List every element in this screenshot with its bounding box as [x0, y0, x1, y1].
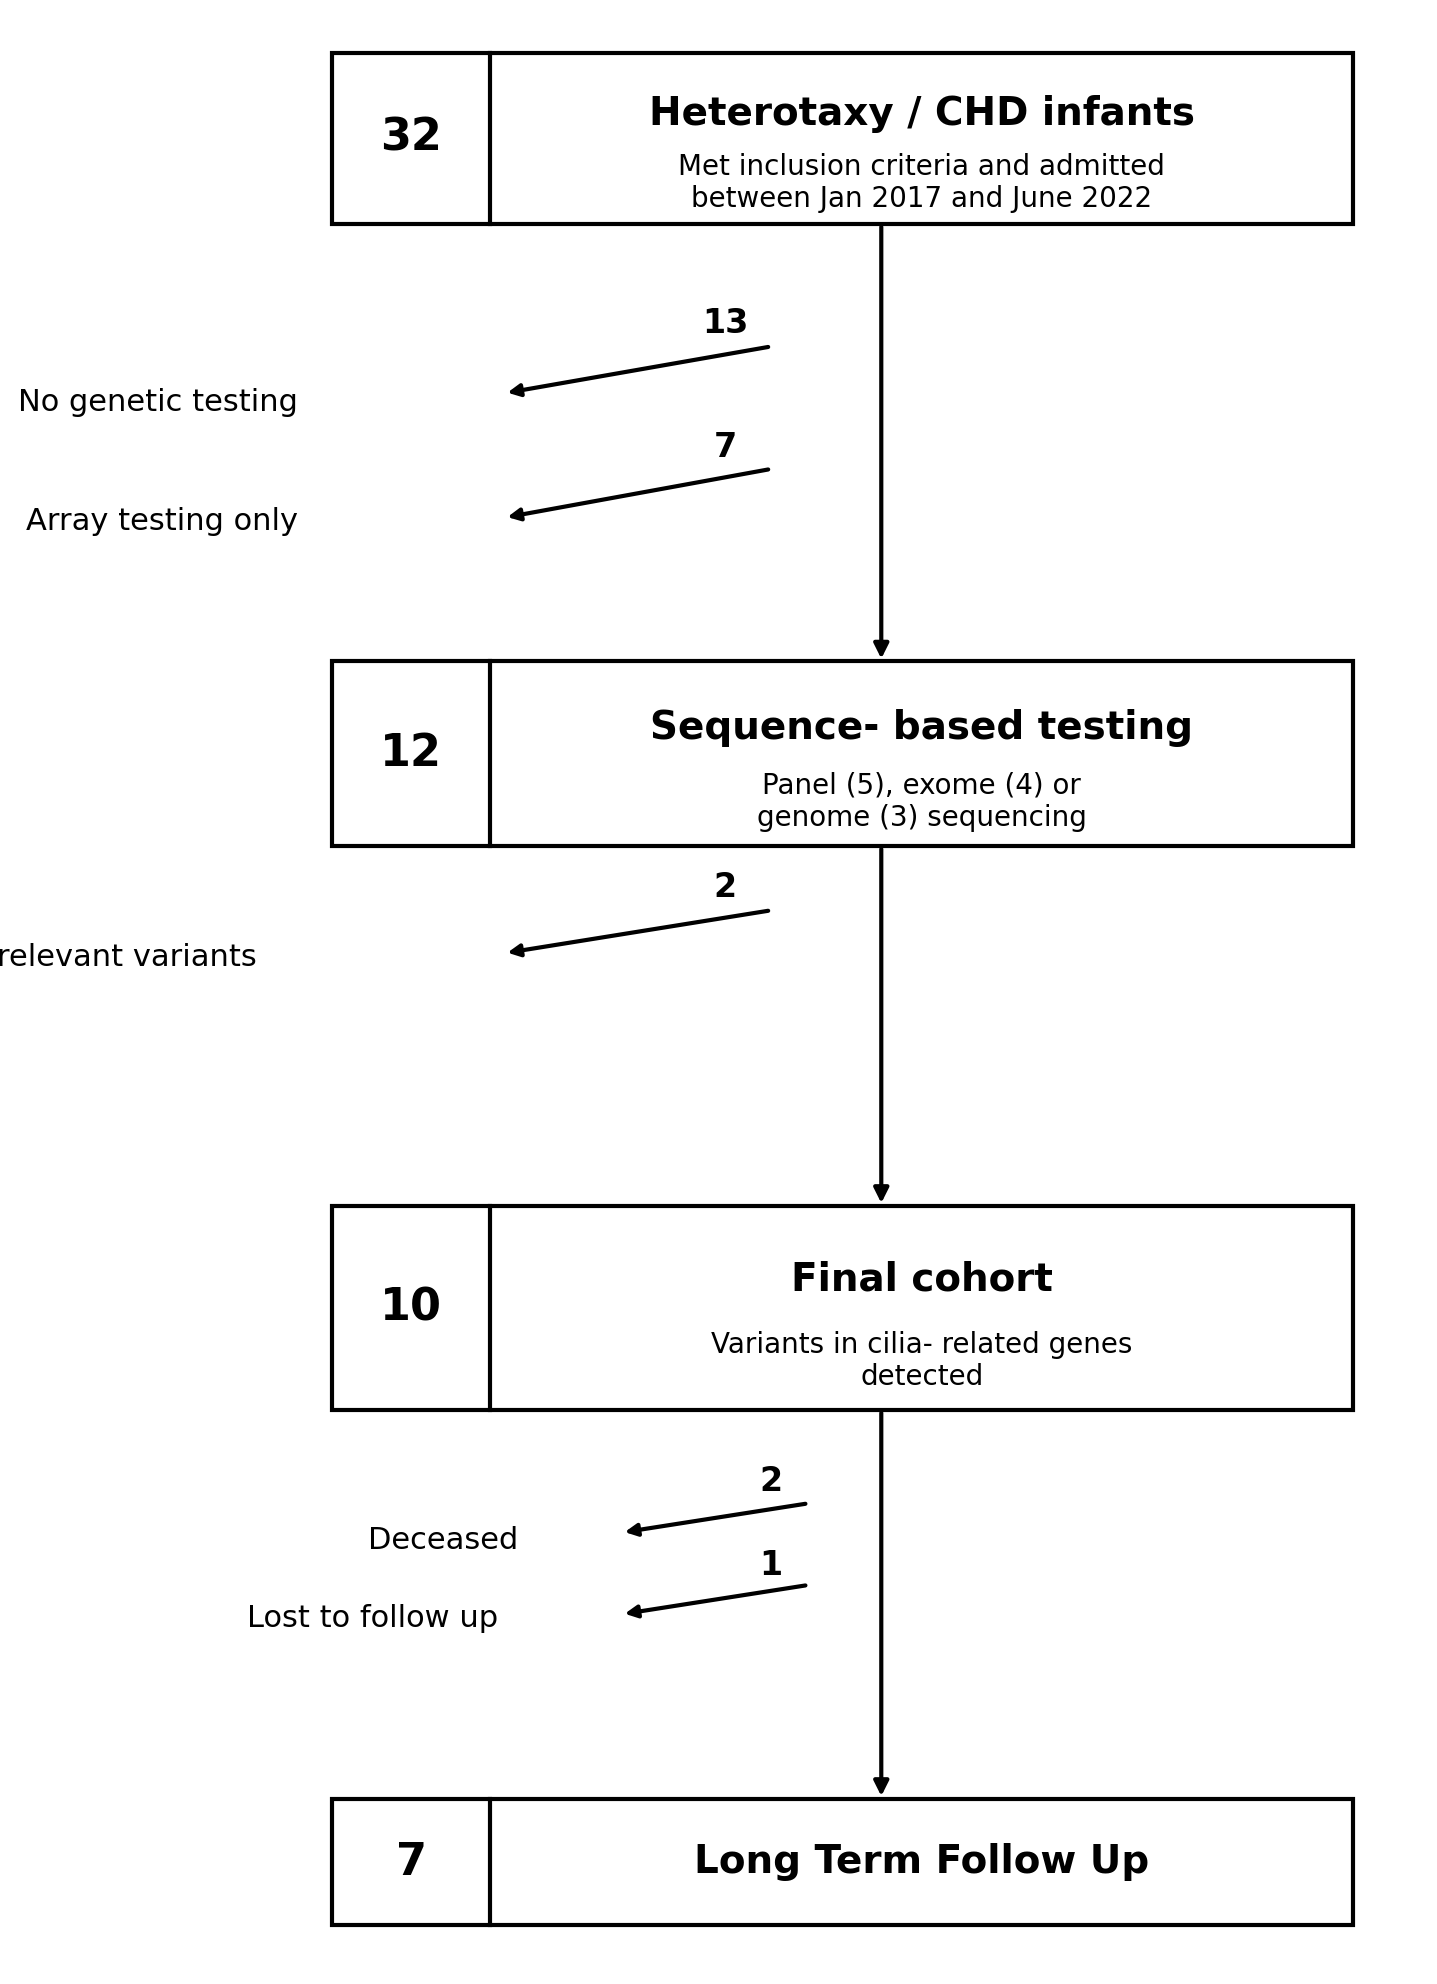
Text: 2: 2	[759, 1466, 783, 1498]
Text: 10: 10	[381, 1286, 443, 1329]
Text: Met inclusion criteria and admitted
between Jan 2017 and June 2022: Met inclusion criteria and admitted betw…	[678, 153, 1165, 212]
Text: Heterotaxy / CHD infants: Heterotaxy / CHD infants	[648, 95, 1194, 133]
Text: 32: 32	[381, 117, 443, 161]
Text: 7: 7	[395, 1841, 427, 1883]
Text: 12: 12	[381, 732, 443, 776]
Text: No genetic testing: No genetic testing	[17, 389, 297, 417]
Text: No relevant variants: No relevant variants	[0, 942, 256, 972]
Text: Variants in cilia- related genes
detected: Variants in cilia- related genes detecte…	[711, 1331, 1132, 1391]
Bar	[332, 1799, 1354, 1924]
Text: 2: 2	[714, 871, 737, 903]
Text: Lost to follow up: Lost to follow up	[247, 1603, 497, 1633]
Text: 1: 1	[759, 1550, 783, 1581]
Text: Final cohort: Final cohort	[790, 1260, 1053, 1298]
Bar	[332, 661, 1354, 847]
Text: 7: 7	[714, 431, 737, 464]
Bar	[332, 54, 1354, 224]
Text: Deceased: Deceased	[368, 1526, 519, 1555]
Text: Sequence- based testing: Sequence- based testing	[651, 708, 1193, 746]
Text: Panel (5), exome (4) or
genome (3) sequencing: Panel (5), exome (4) or genome (3) seque…	[757, 772, 1086, 831]
Text: 13: 13	[703, 308, 749, 339]
Text: Array testing only: Array testing only	[26, 508, 297, 536]
Bar	[332, 1206, 1354, 1411]
Text: Long Term Follow Up: Long Term Follow Up	[694, 1843, 1150, 1881]
